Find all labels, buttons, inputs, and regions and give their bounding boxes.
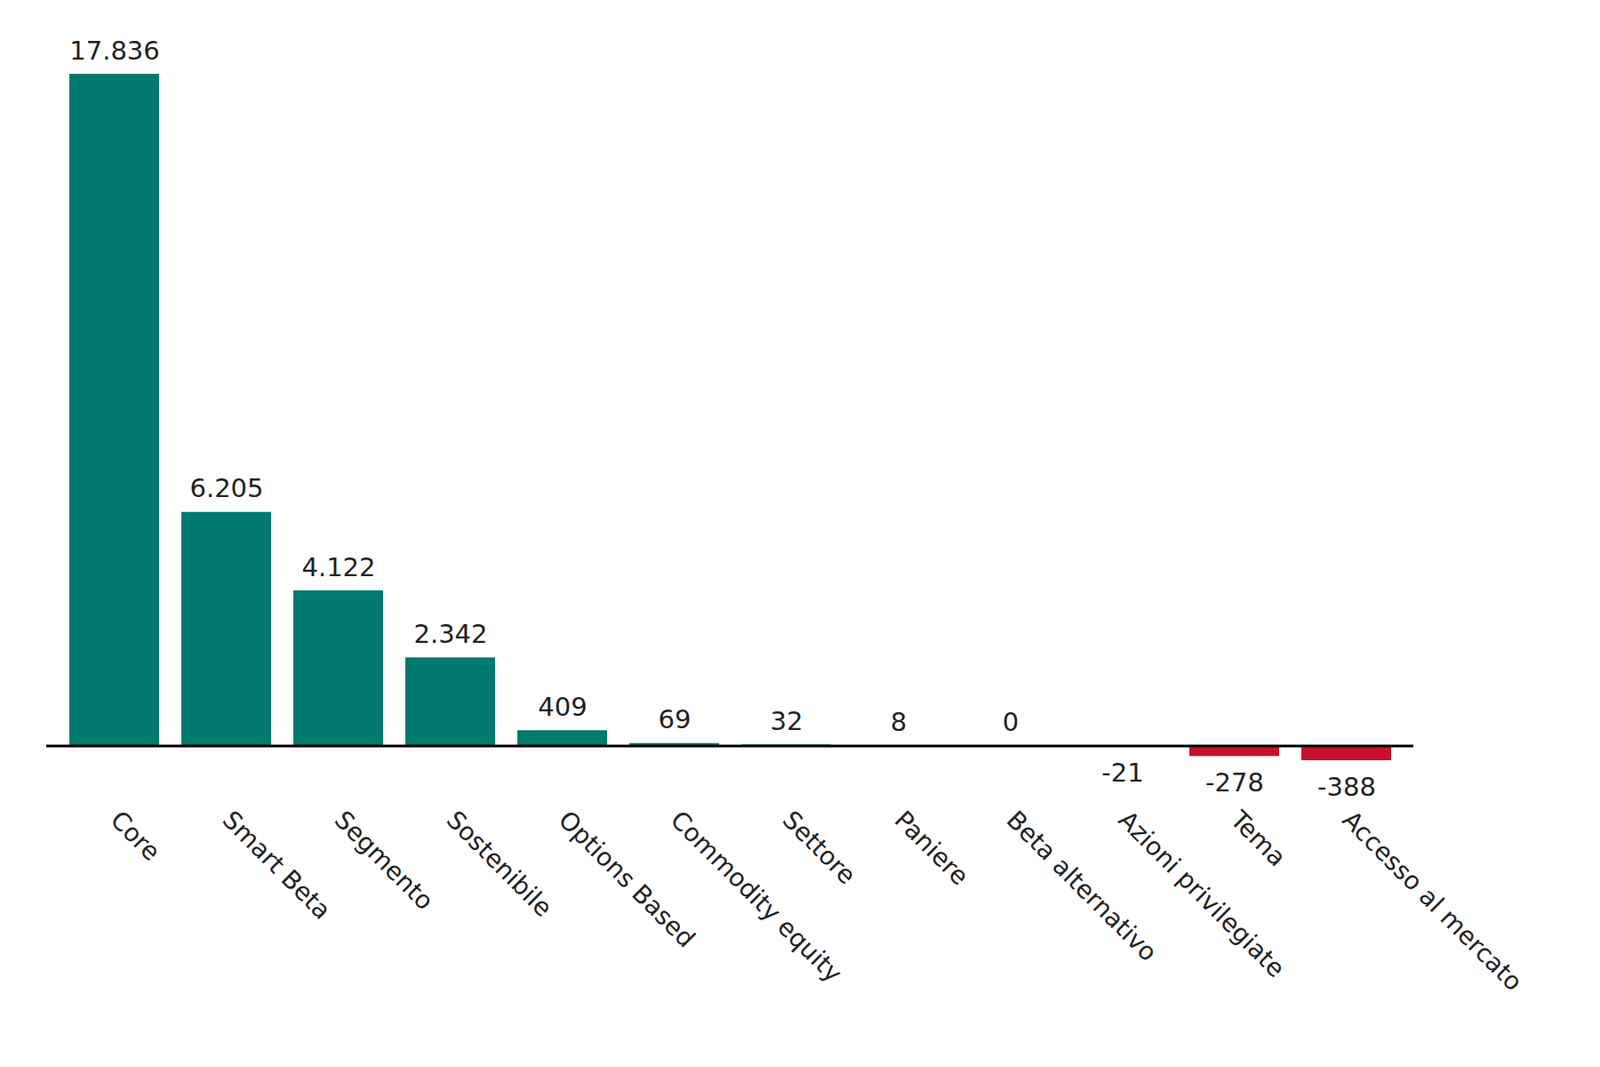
svg-text:Sostenibile: Sostenibile <box>440 804 559 922</box>
svg-text:Azioni privilegiate: Azioni privilegiate <box>1112 804 1291 984</box>
svg-text:-388: -388 <box>1317 771 1376 802</box>
svg-text:2.342: 2.342 <box>413 618 488 649</box>
svg-text:Paniere: Paniere <box>888 804 976 891</box>
svg-text:Beta alternativo: Beta alternativo <box>1000 804 1163 968</box>
svg-text:0: 0 <box>1002 706 1019 737</box>
svg-text:32: 32 <box>770 705 804 736</box>
svg-text:17.836: 17.836 <box>69 35 160 66</box>
svg-text:Smart Beta: Smart Beta <box>216 804 337 925</box>
svg-text:-278: -278 <box>1205 767 1264 798</box>
svg-text:Accesso al mercato: Accesso al mercato <box>1336 804 1529 997</box>
svg-text:6.205: 6.205 <box>189 472 264 504</box>
svg-text:Commodity equity: Commodity equity <box>664 804 848 988</box>
svg-text:8: 8 <box>890 706 907 737</box>
svg-text:409: 409 <box>537 691 587 722</box>
svg-text:Segmento: Segmento <box>328 804 440 916</box>
svg-text:Options Based: Options Based <box>552 804 701 954</box>
svg-text:Settore: Settore <box>776 804 863 890</box>
svg-text:4.122: 4.122 <box>301 552 376 583</box>
svg-text:Core: Core <box>104 804 167 866</box>
svg-text:Tema: Tema <box>1224 804 1292 872</box>
svg-text:69: 69 <box>658 704 692 735</box>
svg-text:-21: -21 <box>1101 757 1144 788</box>
